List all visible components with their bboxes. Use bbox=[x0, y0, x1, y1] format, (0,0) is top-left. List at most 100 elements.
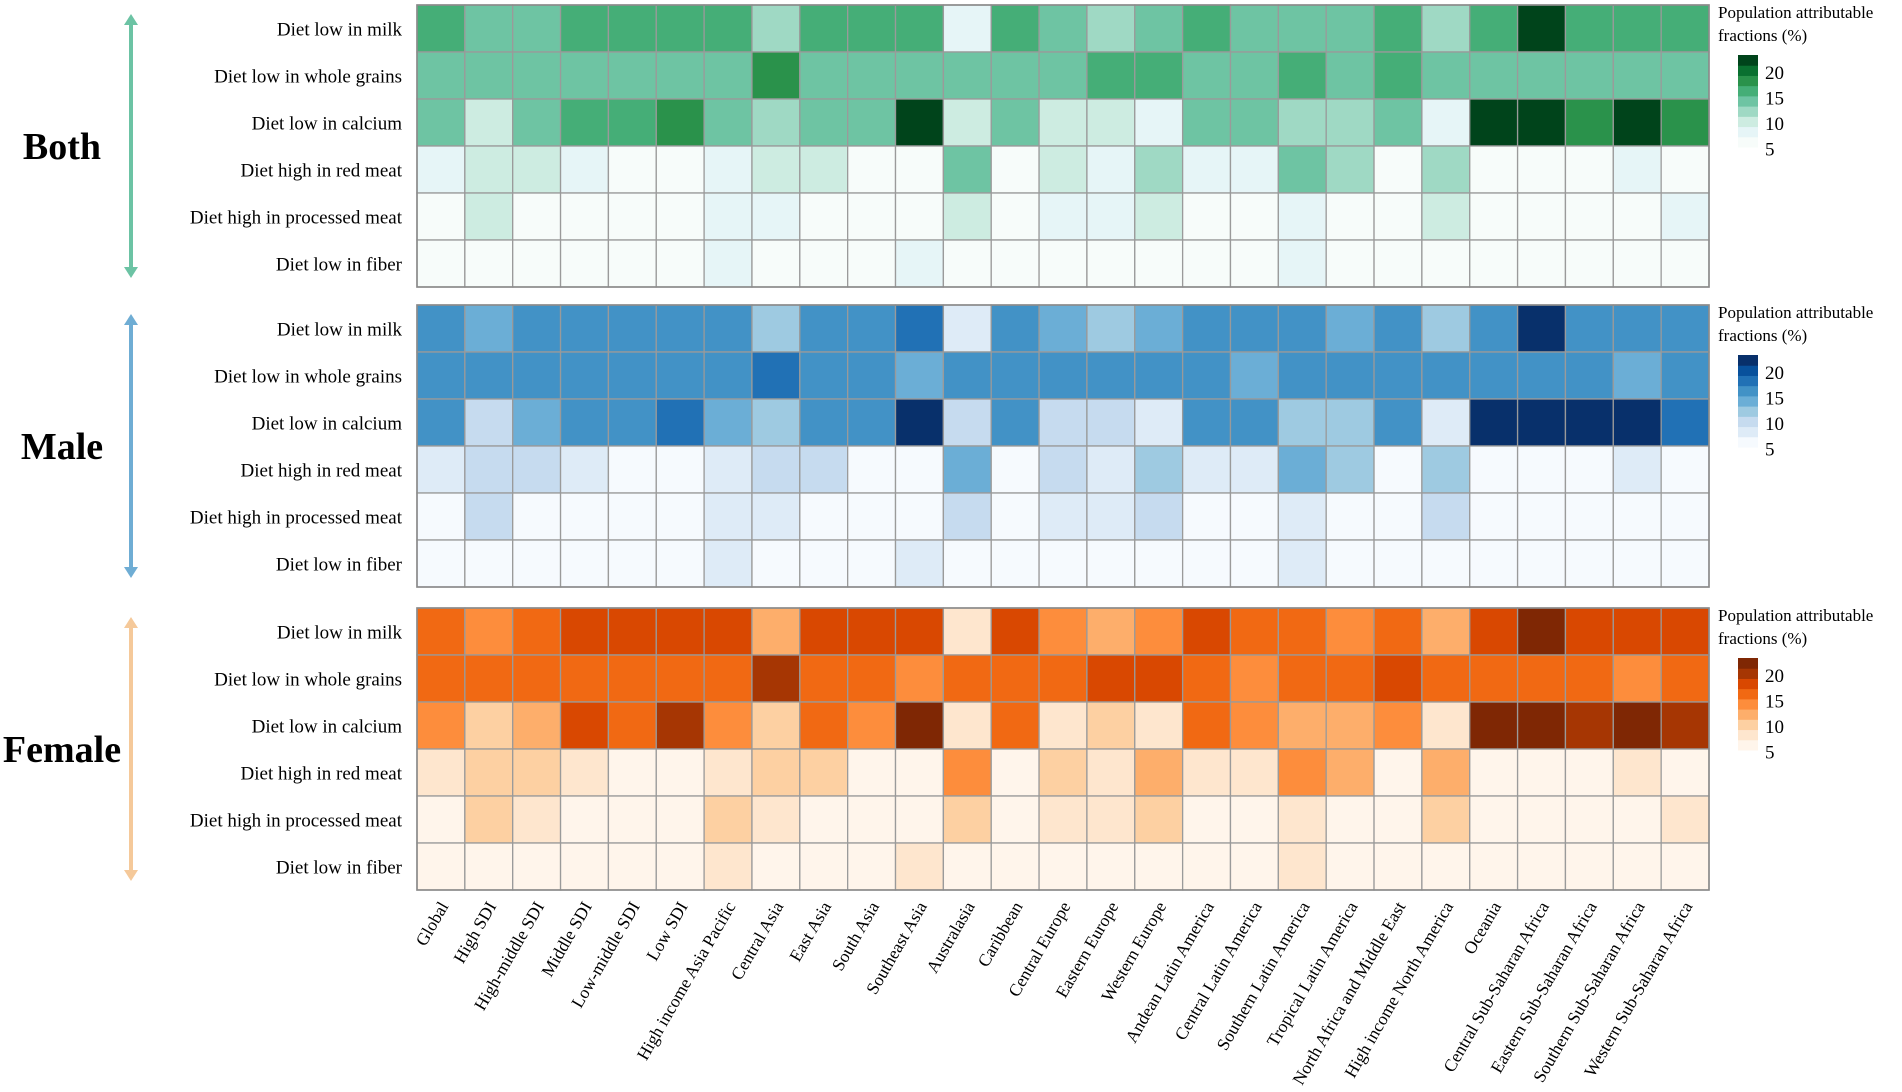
heatmap-cell: Diet low in fiber / Western Europe: 0.5 bbox=[1134, 239, 1184, 288]
heatmap-cell: Diet high in red meat / Eastern Sub-Saha… bbox=[1564, 748, 1614, 797]
heatmap-cell: Diet low in calcium / High income North … bbox=[1421, 701, 1471, 750]
heatmap-cell: Diet low in fiber / South Asia: 1 bbox=[847, 842, 897, 891]
heatmap-cell: Diet low in whole grains / Western Europ… bbox=[1134, 51, 1184, 100]
heatmap-cell: Diet low in milk / Australasia: 2 bbox=[942, 607, 992, 656]
legend-swatch bbox=[1738, 355, 1758, 366]
heatmap-cell: Diet low in milk / Oceania: 16 bbox=[1469, 304, 1519, 353]
heatmap-cell: Diet low in whole grains / East Asia: 13 bbox=[799, 51, 849, 100]
column-label: Australasia bbox=[922, 898, 979, 976]
heatmap-cell: Diet high in red meat / Low-middle SDI: … bbox=[607, 445, 657, 494]
heatmap-cell: Diet high in red meat / Central Sub-Saha… bbox=[1516, 145, 1567, 194]
legend-swatch bbox=[1738, 698, 1758, 710]
legend-swatch bbox=[1738, 375, 1758, 387]
heatmap-cell: Diet low in calcium / High income Asia P… bbox=[703, 98, 753, 147]
heatmap-cell: Diet low in fiber / Central Asia: 0.5 bbox=[751, 239, 801, 288]
heatmap-cell: Diet high in red meat / Central Latin Am… bbox=[1229, 145, 1279, 194]
heatmap-cell: Diet low in calcium / High-middle SDI: 9 bbox=[512, 701, 562, 750]
heatmap-cell: Diet low in fiber / North Africa and Mid… bbox=[1373, 239, 1423, 288]
heatmap-cell: Diet high in red meat / Western Sub-Saha… bbox=[1660, 748, 1710, 797]
heatmap-cell: Diet high in processed meat / Central La… bbox=[1229, 192, 1279, 241]
heatmap-cell: Diet low in milk / Middle SDI: 15 bbox=[559, 4, 610, 53]
heatmap-cell: Diet low in calcium / Andean Latin Ameri… bbox=[1181, 701, 1232, 750]
heatmap-cell: Diet low in milk / High income Asia Paci… bbox=[703, 607, 753, 656]
heatmap-cell: Diet high in red meat / Oceania: 1 bbox=[1469, 145, 1519, 194]
heatmap-cell: Diet low in fiber / Southern Sub-Saharan… bbox=[1612, 239, 1662, 288]
heatmap-cell: Diet low in whole grains / Southeast Asi… bbox=[894, 351, 945, 400]
heatmap-cell: Diet low in whole grains / Australasia: … bbox=[942, 51, 992, 100]
legend-tick-label: 5 bbox=[1765, 440, 1775, 461]
heatmap-cell: Diet low in fiber / High income North Am… bbox=[1421, 842, 1471, 891]
heatmap-cell: Diet low in milk / Low-middle SDI: 17 bbox=[607, 607, 657, 656]
heatmap-cell: Diet high in processed meat / Southern S… bbox=[1612, 795, 1662, 844]
legend: Population attributable fractions (%) 20 15… bbox=[1718, 3, 1873, 161]
heatmap-cell: Diet low in whole grains / Low-middle SD… bbox=[607, 351, 657, 400]
row-label: Diet low in milk bbox=[277, 623, 403, 644]
heatmap-cell: Diet low in fiber / Central Asia: 0.5 bbox=[751, 539, 801, 588]
legend-swatch bbox=[1738, 658, 1758, 669]
heatmap-cell: Diet high in processed meat / Southern S… bbox=[1612, 192, 1662, 241]
heatmap-cell: Diet low in whole grains / Central Sub-S… bbox=[1516, 351, 1567, 400]
heatmap-cell: Diet low in calcium / South Asia: 14 bbox=[847, 398, 897, 447]
heatmap-cell: Diet low in whole grains / Southern Sub-… bbox=[1612, 654, 1662, 703]
heatmap-cell: Diet low in whole grains / Southern Sub-… bbox=[1612, 351, 1662, 400]
row-label: Diet low in milk bbox=[277, 20, 403, 41]
heatmap-cell: Diet high in red meat / East Asia: 5 bbox=[799, 445, 849, 494]
heatmap-cell: Diet high in red meat / Western Europe: … bbox=[1134, 445, 1184, 494]
heatmap-cell: Diet low in whole grains / High income A… bbox=[703, 654, 753, 703]
legend-swatch bbox=[1738, 55, 1758, 66]
heatmap-cell: Diet high in processed meat / High incom… bbox=[1421, 795, 1471, 844]
heatmap-cell: Diet low in fiber / Southern Latin Ameri… bbox=[1277, 842, 1327, 891]
row-label: Diet low in milk bbox=[277, 320, 403, 341]
heatmap-cell: Diet low in whole grains / Southern Sub-… bbox=[1612, 51, 1662, 100]
heatmap-cell: Diet low in whole grains / Low SDI: 15 bbox=[655, 654, 705, 703]
heatmap-cell: Diet low in fiber / Central Sub-Saharan … bbox=[1516, 842, 1567, 891]
heatmap-cell: Diet high in red meat / Australasia: 11 bbox=[942, 145, 992, 194]
heatmap-cell: Diet high in red meat / Tropical Latin A… bbox=[1325, 145, 1375, 194]
heatmap-cell: Diet high in red meat / Central Sub-Saha… bbox=[1516, 445, 1567, 494]
heatmap-cell: Diet low in milk / Central Latin America… bbox=[1229, 607, 1279, 656]
heatmap-cell: Diet high in processed meat / Caribbean:… bbox=[990, 192, 1040, 241]
heatmap-cell: Diet low in whole grains / High-middle S… bbox=[512, 654, 562, 703]
heatmap-cell: Diet low in fiber / Middle SDI: 0.5 bbox=[559, 239, 610, 288]
heatmap-cell: Diet high in red meat / Western Sub-Saha… bbox=[1660, 145, 1710, 194]
heatmap-cell: Diet low in whole grains / Oceania: 14 bbox=[1469, 351, 1519, 400]
column-label: Global bbox=[411, 898, 452, 949]
heatmap-cell: Diet low in milk / Low-middle SDI: 15 bbox=[607, 4, 657, 53]
heatmap-cell: Diet low in fiber / Southern Sub-Saharan… bbox=[1612, 842, 1662, 891]
heatmap-cell: Diet high in processed meat / Western Su… bbox=[1660, 795, 1710, 844]
heatmap-cell: Diet low in whole grains / Global: 15 bbox=[416, 654, 466, 703]
heatmap-cell: Diet low in milk / Tropical Latin Americ… bbox=[1325, 304, 1375, 353]
heatmap-cell: Diet low in calcium / Western Sub-Sahara… bbox=[1660, 98, 1710, 147]
heatmap-cell: Diet low in fiber / North Africa and Mid… bbox=[1373, 539, 1423, 588]
heatmap-cell: Diet low in whole grains / Western Sub-S… bbox=[1660, 351, 1710, 400]
heatmap-cell: Diet low in calcium / Southern Latin Ame… bbox=[1277, 701, 1327, 750]
heatmap-cell: Diet low in whole grains / Central Europ… bbox=[1038, 654, 1088, 703]
heatmap-cell: Diet low in whole grains / Tropical Lati… bbox=[1325, 51, 1375, 100]
heatmap-cell: Diet low in whole grains / Central Latin… bbox=[1229, 351, 1279, 400]
heatmap-cell: Diet high in red meat / Eastern Europe: … bbox=[1086, 145, 1136, 194]
heatmap-cell: Diet low in calcium / Central Sub-Sahara… bbox=[1516, 398, 1567, 447]
panel-both: Both Diet low in milk Diet low in whole gr… bbox=[23, 3, 1873, 288]
heatmap-cell: Diet low in whole grains / East Asia: 15 bbox=[799, 654, 849, 703]
heatmap-cell: Diet low in fiber / Central Europe: 0.5 bbox=[1038, 539, 1088, 588]
heatmap-cell: Diet high in processed meat / Western Su… bbox=[1660, 492, 1710, 541]
heatmap-cell: Diet low in calcium / East Asia: 14 bbox=[799, 398, 849, 447]
heatmap-cell: Diet low in whole grains / Middle SDI: 1… bbox=[559, 51, 610, 100]
heatmap-cell: Diet low in calcium / Southeast Asia: 23 bbox=[894, 98, 945, 147]
heatmap-cell: Diet low in milk / Central Latin America… bbox=[1229, 4, 1279, 53]
heatmap-cell: Diet low in calcium / Low SDI: 21 bbox=[655, 701, 705, 750]
arrow-up-icon bbox=[124, 314, 138, 325]
heatmap-cell: Diet low in calcium / Caribbean: 14 bbox=[990, 398, 1040, 447]
heatmap-cell: Diet low in milk / Low SDI: 16 bbox=[655, 304, 705, 353]
row-label: Diet low in whole grains bbox=[214, 67, 402, 88]
heatmap-cell: Diet low in milk / East Asia: 15 bbox=[799, 4, 849, 53]
heatmap-cell: Diet low in calcium / Low SDI: 18 bbox=[655, 98, 705, 147]
heatmap-cell: Diet low in milk / Oceania: 15 bbox=[1469, 4, 1519, 53]
legend-swatch bbox=[1738, 365, 1758, 376]
heatmap-cell: Diet high in red meat / Western Europe: … bbox=[1134, 748, 1184, 797]
heatmap-cell: Diet high in processed meat / Low SDI: 1 bbox=[655, 192, 705, 241]
column-label: High income Asia Pacific bbox=[633, 898, 740, 1064]
row-label: Diet high in processed meat bbox=[190, 208, 403, 229]
heatmap-cell: Diet low in whole grains / Low SDI: 14 bbox=[655, 351, 705, 400]
heatmap-cell: Diet low in calcium / North Africa and M… bbox=[1373, 398, 1423, 447]
